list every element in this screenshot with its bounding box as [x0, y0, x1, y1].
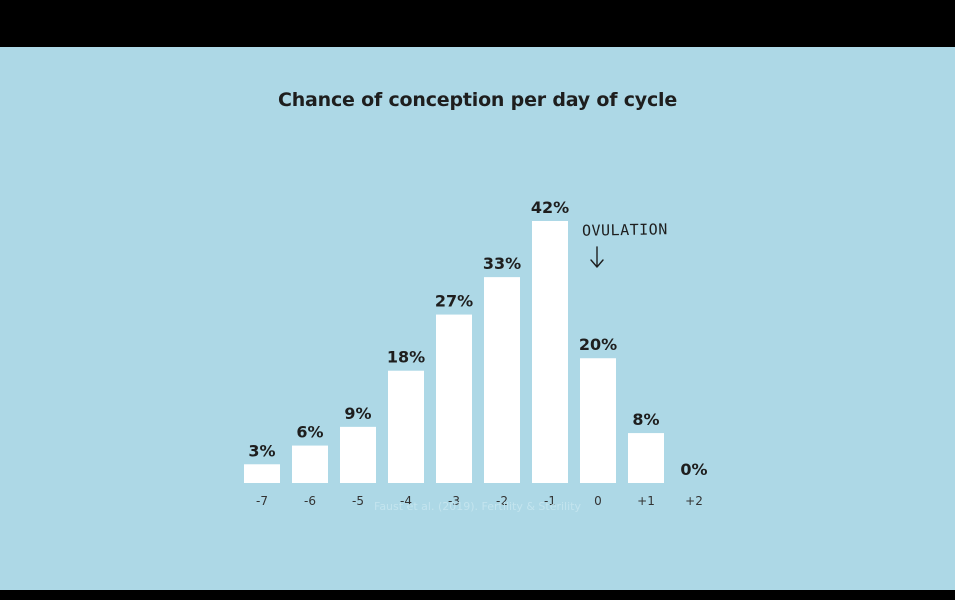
x-tick-label: +2: [685, 494, 703, 508]
bar-minus2: [484, 277, 520, 483]
x-tick-label: -6: [304, 494, 316, 508]
chart-title: Chance of conception per day of cycle: [277, 89, 678, 111]
x-tick-label: -1: [544, 494, 556, 508]
bar-0: [580, 358, 616, 483]
bar-minus4: [388, 370, 424, 483]
x-tick-label: -2: [496, 494, 508, 508]
bar-value-label: 8%: [632, 410, 659, 429]
ovulation-annotation: OVULATION: [581, 220, 668, 240]
bar-value-label: 33%: [483, 254, 521, 273]
bar-value-label: 27%: [435, 292, 473, 311]
x-tick-label: -7: [256, 494, 268, 508]
down-arrow-icon: [590, 246, 604, 268]
x-tick-label: -3: [448, 494, 460, 508]
source-citation: Faust et al. (2019). Fertility & Sterili…: [374, 500, 581, 513]
slide-background: [0, 47, 955, 590]
bar-plus1: [628, 433, 664, 483]
x-tick-label: +1: [637, 494, 655, 508]
x-tick-label: -4: [400, 494, 412, 508]
bar-value-label: 3%: [248, 441, 275, 460]
bar-value-label: 18%: [387, 348, 425, 367]
bar-value-label: 9%: [344, 404, 371, 423]
bar-minus3: [436, 314, 472, 483]
bar-value-label: 6%: [296, 423, 323, 442]
bar-value-label: 0%: [680, 460, 707, 479]
bar-minus1: [532, 221, 568, 483]
x-tick-label: -5: [352, 494, 364, 508]
bar-value-label: 42%: [531, 198, 569, 217]
bar-minus7: [244, 464, 280, 483]
bar-minus6: [292, 445, 328, 483]
bar-minus5: [340, 426, 376, 483]
x-tick-label: 0: [594, 494, 602, 508]
bar-value-label: 20%: [579, 335, 617, 354]
